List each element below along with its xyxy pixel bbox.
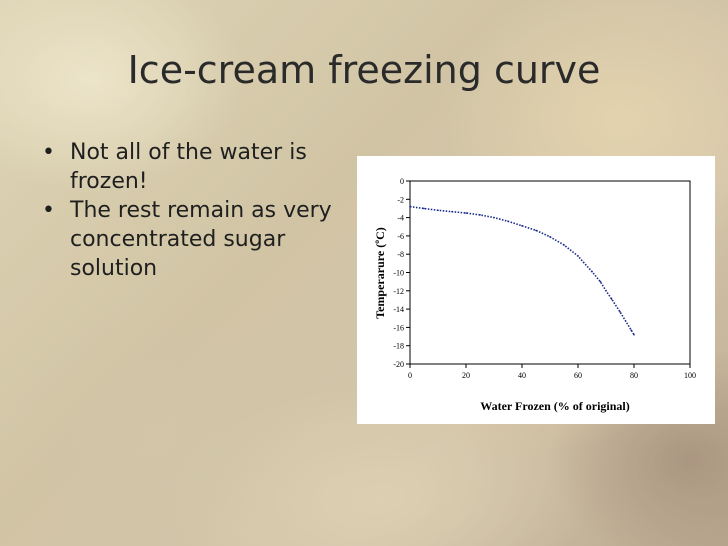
data-point xyxy=(633,333,635,336)
plot-frame xyxy=(409,180,691,365)
data-point xyxy=(479,214,481,216)
y-tick-label: 0 xyxy=(400,177,404,186)
y-axis-label: Temperarure (ºC) xyxy=(373,227,387,319)
y-tick-label: -4 xyxy=(397,214,404,223)
data-point xyxy=(549,236,551,238)
x-axis-label: Water Frozen (% of original) xyxy=(480,399,630,413)
data-point xyxy=(610,298,613,300)
x-tick-label: 0 xyxy=(408,371,412,380)
data-point xyxy=(493,216,495,219)
y-tick-label: -20 xyxy=(393,360,404,369)
y-tick-label: -10 xyxy=(393,269,404,278)
data-point xyxy=(423,207,425,210)
data-point xyxy=(535,229,537,232)
x-tick-label: 40 xyxy=(518,371,526,380)
data-point xyxy=(465,212,467,214)
data-point xyxy=(521,225,523,227)
slide-title: Ice-cream freezing curve xyxy=(127,48,601,92)
data-point xyxy=(563,244,565,246)
y-tick-label: -2 xyxy=(397,195,404,204)
data-point xyxy=(451,210,453,213)
data-point xyxy=(577,255,579,257)
freezing-curve-line xyxy=(409,205,635,336)
data-point xyxy=(582,261,585,264)
x-tick-label: 20 xyxy=(462,371,470,380)
y-tick-label: -16 xyxy=(393,323,404,332)
x-tick-label: 100 xyxy=(684,371,696,380)
data-point xyxy=(437,209,439,212)
bullet-text: The rest remain as very concentrated sug… xyxy=(70,198,332,281)
y-tick-label: -12 xyxy=(393,287,404,296)
y-tick-label: -6 xyxy=(397,232,404,241)
data-point xyxy=(591,270,593,273)
data-point xyxy=(605,290,607,292)
data-point xyxy=(409,205,411,208)
data-point xyxy=(599,280,602,283)
chart-panel: 0 20 40 60 80 100 0 -2 -4 -6 -8 -10 -12 -14 -16 -18 -20 … xyxy=(357,156,715,424)
x-tick-label: 60 xyxy=(574,371,582,380)
y-tick-label: -18 xyxy=(393,342,404,351)
bullet-item: • Not all of the water is frozen! xyxy=(40,138,350,196)
bullet-dot-icon: • xyxy=(42,198,55,223)
bullet-dot-icon: • xyxy=(42,140,55,165)
data-point xyxy=(619,311,621,313)
data-point xyxy=(630,329,632,331)
x-tick-label: 80 xyxy=(630,371,638,380)
bullet-item: • The rest remain as very concentrated su… xyxy=(40,196,350,283)
freezing-curve-chart: 0 20 40 60 80 1000-2-4-6-8-10-12-14-16-18-20 … xyxy=(373,177,696,413)
data-point xyxy=(624,320,627,322)
y-tick-label: -8 xyxy=(397,250,404,259)
data-point xyxy=(507,220,509,223)
y-tick-label: -14 xyxy=(393,305,404,314)
bullet-text: Not all of the water is frozen! xyxy=(70,140,307,194)
bullet-list: • Not all of the water is frozen! • The re… xyxy=(40,138,350,283)
